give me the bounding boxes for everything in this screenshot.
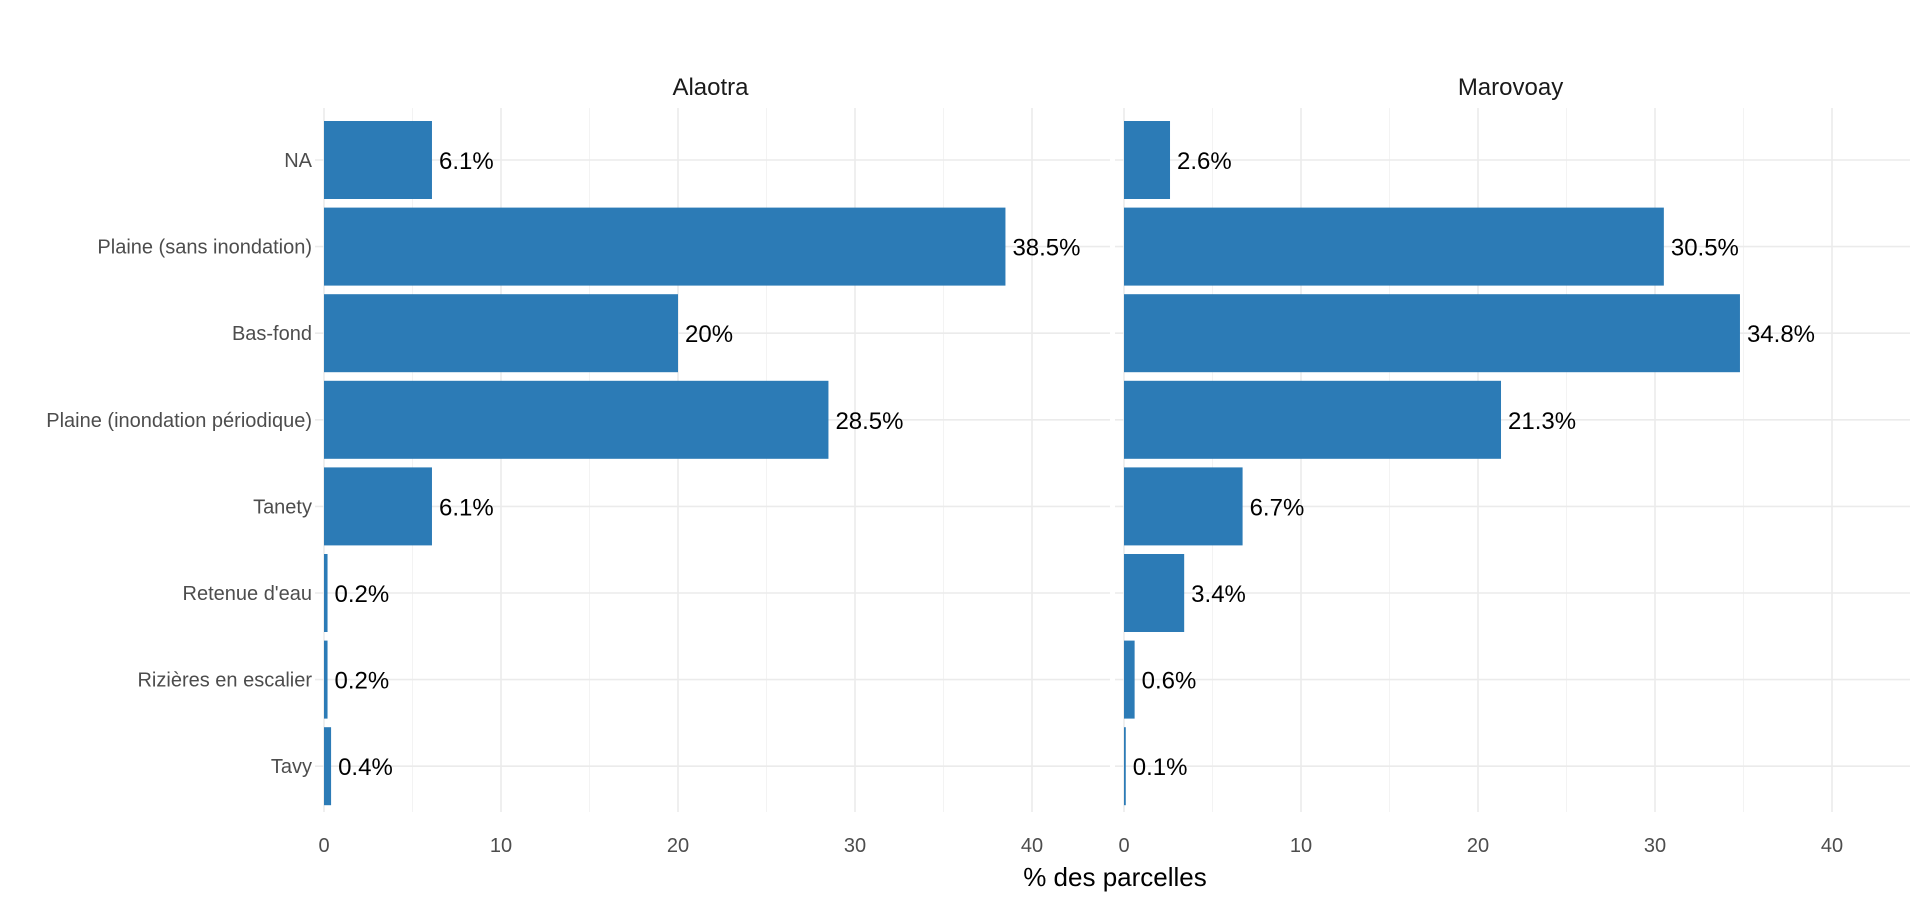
bar: [324, 380, 829, 459]
data-label: 0.4%: [338, 754, 393, 781]
data-label: 2.6%: [1177, 148, 1232, 175]
bars-layer: [324, 121, 1740, 806]
bar: [324, 294, 678, 373]
bar: [1124, 380, 1502, 459]
category-label: Retenue d'eau: [183, 583, 312, 605]
bar: [1124, 554, 1185, 632]
data-label: 0.2%: [335, 668, 390, 695]
x-tick-label: 10: [490, 835, 512, 857]
category-label: Tanety: [253, 496, 312, 518]
x-tick-label: 30: [1644, 835, 1666, 857]
x-tick-label: 30: [844, 835, 866, 857]
bar: [324, 554, 328, 632]
data-label: 6.1%: [439, 148, 494, 175]
data-label: 0.6%: [1142, 668, 1197, 695]
bar: [324, 727, 332, 806]
data-label: 34.8%: [1747, 321, 1815, 348]
text-layer: % des parcelles 0 10 20 30 40 Alaotra 6.1% 38.5…: [46, 74, 1843, 892]
data-label: 20%: [685, 321, 733, 348]
bar: [324, 467, 432, 546]
bar: [1124, 727, 1126, 806]
data-label: 0.1%: [1133, 754, 1188, 781]
category-label: Tavy: [271, 756, 312, 778]
data-label: 3.4%: [1191, 581, 1246, 608]
facet-title: Alaotra: [672, 74, 749, 101]
data-label: 38.5%: [1012, 235, 1080, 262]
facet-title: Marovoay: [1458, 74, 1563, 101]
bar: [1124, 640, 1135, 719]
bar: [324, 121, 432, 199]
x-tick-label: 20: [1467, 835, 1489, 857]
x-axis-title: % des parcelles: [1023, 862, 1207, 892]
bar: [1124, 207, 1664, 286]
category-label: Plaine (inondation périodique): [46, 410, 312, 432]
bar: [1124, 294, 1740, 373]
bar: [324, 207, 1006, 286]
data-label: 0.2%: [335, 581, 390, 608]
data-label: 6.1%: [439, 494, 494, 521]
x-tick-label: 20: [667, 835, 689, 857]
bar: [1124, 467, 1243, 546]
x-tick-label: 10: [1290, 835, 1312, 857]
x-tick-label: 40: [1021, 835, 1043, 857]
category-label: Plaine (sans inondation): [97, 237, 312, 259]
bar: [1124, 121, 1171, 199]
data-label: 28.5%: [835, 408, 903, 435]
data-label: 6.7%: [1250, 494, 1305, 521]
category-label: Rizières en escalier: [137, 670, 312, 692]
data-label: 30.5%: [1671, 235, 1739, 262]
data-label: 21.3%: [1508, 408, 1576, 435]
x-tick-label: 0: [318, 835, 329, 857]
category-label: NA: [284, 150, 312, 172]
bar: [324, 640, 328, 719]
x-tick-label: 40: [1821, 835, 1843, 857]
category-label: Bas-fond: [232, 323, 312, 345]
x-tick-label: 0: [1118, 835, 1129, 857]
